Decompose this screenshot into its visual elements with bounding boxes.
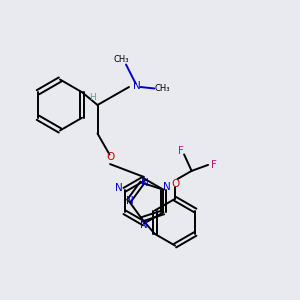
Text: N: N bbox=[140, 220, 148, 230]
Text: H: H bbox=[89, 93, 95, 102]
Text: F: F bbox=[211, 160, 216, 170]
Text: O: O bbox=[106, 152, 114, 163]
Text: O: O bbox=[171, 179, 179, 189]
Text: CH₃: CH₃ bbox=[114, 55, 129, 64]
Text: F: F bbox=[178, 146, 184, 156]
Text: N: N bbox=[115, 183, 123, 193]
Text: CH₃: CH₃ bbox=[154, 84, 170, 93]
Text: N: N bbox=[127, 196, 134, 206]
Text: N: N bbox=[134, 80, 141, 91]
Text: N: N bbox=[141, 178, 149, 188]
Text: N: N bbox=[163, 182, 170, 192]
